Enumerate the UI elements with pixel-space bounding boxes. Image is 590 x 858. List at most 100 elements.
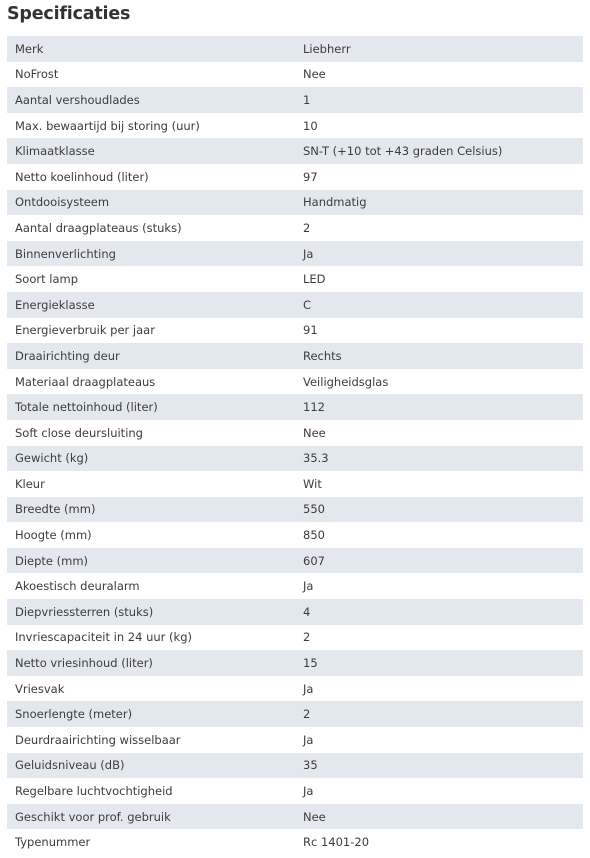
spec-value: 35.3 <box>298 445 583 472</box>
spec-value: 4 <box>298 599 583 625</box>
table-row: Draairichting deur Rechts <box>7 343 583 369</box>
spec-value: 10 <box>298 112 583 139</box>
table-row: Diepvriessterren (stuks) 4 <box>7 599 583 625</box>
table-row: Energieklasse C <box>7 291 583 318</box>
table-row: Merk Liebherr <box>7 36 583 62</box>
table-row: Typenummer Rc 1401-20 <box>7 829 583 855</box>
table-row: Ontdooisysteem Handmatig <box>7 189 583 216</box>
spec-value: 112 <box>298 394 583 420</box>
table-row: Binnenverlichting Ja <box>7 240 583 267</box>
spec-value: Handmatig <box>298 189 583 216</box>
table-row: Materiaal draagplateaus Veiligheidsglas <box>7 368 583 395</box>
table-row: Aantal draagplateaus (stuks) 2 <box>7 215 583 241</box>
table-row: Breedte (mm) 550 <box>7 496 583 523</box>
spec-label: Geschikt voor prof. gebruik <box>7 803 298 830</box>
spec-label: Netto koelinhoud (liter) <box>7 163 298 190</box>
spec-value: 2 <box>298 701 583 728</box>
table-row: Invriescapaciteit in 24 uur (kg) 2 <box>7 624 583 651</box>
spec-label: Diepte (mm) <box>7 547 298 574</box>
table-row: Netto koelinhoud (liter) 97 <box>7 163 583 190</box>
spec-label: Soort lamp <box>7 266 298 292</box>
spec-value: 15 <box>298 650 583 676</box>
spec-label: Aantal vershoudlades <box>7 87 298 113</box>
spec-value: 550 <box>298 496 583 523</box>
spec-value: Rc 1401-20 <box>298 829 583 855</box>
spec-value: Ja <box>298 675 583 702</box>
spec-label: Breedte (mm) <box>7 496 298 523</box>
spec-value: Rechts <box>298 343 583 369</box>
table-row: Geschikt voor prof. gebruik Nee <box>7 803 583 830</box>
table-row: Geluidsniveau (dB) 35 <box>7 752 583 779</box>
specifications-table: Merk Liebherr NoFrost Nee Aantal vershoudlad… <box>7 36 583 855</box>
spec-value: Ja <box>298 573 583 600</box>
table-row: Kleur Wit <box>7 471 583 497</box>
spec-value: 91 <box>298 317 583 344</box>
spec-label: Hoogte (mm) <box>7 522 298 548</box>
table-row: Diepte (mm) 607 <box>7 547 583 574</box>
table-row: Netto vriesinhoud (liter) 15 <box>7 650 583 676</box>
table-row: Aantal vershoudlades 1 <box>7 87 583 113</box>
spec-label: Kleur <box>7 471 298 497</box>
table-row: Max. bewaartijd bij storing (uur) 10 <box>7 112 583 139</box>
spec-label: Netto vriesinhoud (liter) <box>7 650 298 676</box>
spec-label: Materiaal draagplateaus <box>7 368 298 395</box>
spec-label: Max. bewaartijd bij storing (uur) <box>7 112 298 139</box>
spec-label: Gewicht (kg) <box>7 445 298 472</box>
table-row: Regelbare luchtvochtigheid Ja <box>7 778 583 804</box>
spec-value: Ja <box>298 778 583 804</box>
table-row: Snoerlengte (meter) 2 <box>7 701 583 728</box>
spec-value: 97 <box>298 163 583 190</box>
spec-value: Ja <box>298 727 583 753</box>
spec-label: Geluidsniveau (dB) <box>7 752 298 779</box>
spec-value: 2 <box>298 624 583 651</box>
spec-value: 850 <box>298 522 583 548</box>
spec-label: Energieverbruik per jaar <box>7 317 298 344</box>
spec-value: SN-T (+10 tot +43 graden Celsius) <box>298 138 583 164</box>
table-row: Deurdraairichting wisselbaar Ja <box>7 727 583 753</box>
spec-value: C <box>298 291 583 318</box>
spec-label: Snoerlengte (meter) <box>7 701 298 728</box>
table-row: Energieverbruik per jaar 91 <box>7 317 583 344</box>
spec-label: Aantal draagplateaus (stuks) <box>7 215 298 241</box>
table-row: Vriesvak Ja <box>7 675 583 702</box>
table-row: Soort lamp LED <box>7 266 583 292</box>
spec-value: Ja <box>298 240 583 267</box>
table-row: Hoogte (mm) 850 <box>7 522 583 548</box>
specifications-table-body: Merk Liebherr NoFrost Nee Aantal vershoudlad… <box>7 36 583 855</box>
table-row: Soft close deursluiting Nee <box>7 419 583 446</box>
spec-label: Merk <box>7 36 298 62</box>
spec-label: Binnenverlichting <box>7 240 298 267</box>
table-row: Gewicht (kg) 35.3 <box>7 445 583 472</box>
spec-value: 607 <box>298 547 583 574</box>
spec-value: 1 <box>298 87 583 113</box>
spec-label: NoFrost <box>7 61 298 88</box>
table-row: NoFrost Nee <box>7 61 583 88</box>
spec-value: Nee <box>298 419 583 446</box>
spec-value: Nee <box>298 61 583 88</box>
spec-value: 35 <box>298 752 583 779</box>
spec-value: LED <box>298 266 583 292</box>
table-row: Akoestisch deuralarm Ja <box>7 573 583 600</box>
spec-label: Typenummer <box>7 829 298 855</box>
spec-label: Totale nettoinhoud (liter) <box>7 394 298 420</box>
spec-label: Akoestisch deuralarm <box>7 573 298 600</box>
table-row: Klimaatklasse SN-T (+10 tot +43 graden Ce… <box>7 138 583 164</box>
spec-label: Regelbare luchtvochtigheid <box>7 778 298 804</box>
spec-value: Veiligheidsglas <box>298 368 583 395</box>
spec-label: Invriescapaciteit in 24 uur (kg) <box>7 624 298 651</box>
spec-value: Wit <box>298 471 583 497</box>
spec-label: Energieklasse <box>7 291 298 318</box>
spec-value: 2 <box>298 215 583 241</box>
table-row: Totale nettoinhoud (liter) 112 <box>7 394 583 420</box>
spec-label: Deurdraairichting wisselbaar <box>7 727 298 753</box>
spec-value: Nee <box>298 803 583 830</box>
spec-label: Draairichting deur <box>7 343 298 369</box>
spec-label: Diepvriessterren (stuks) <box>7 599 298 625</box>
spec-value: Liebherr <box>298 36 583 62</box>
spec-label: Ontdooisysteem <box>7 189 298 216</box>
section-title: Specificaties <box>7 4 131 24</box>
spec-label: Vriesvak <box>7 675 298 702</box>
spec-label: Soft close deursluiting <box>7 419 298 446</box>
spec-label: Klimaatklasse <box>7 138 298 164</box>
